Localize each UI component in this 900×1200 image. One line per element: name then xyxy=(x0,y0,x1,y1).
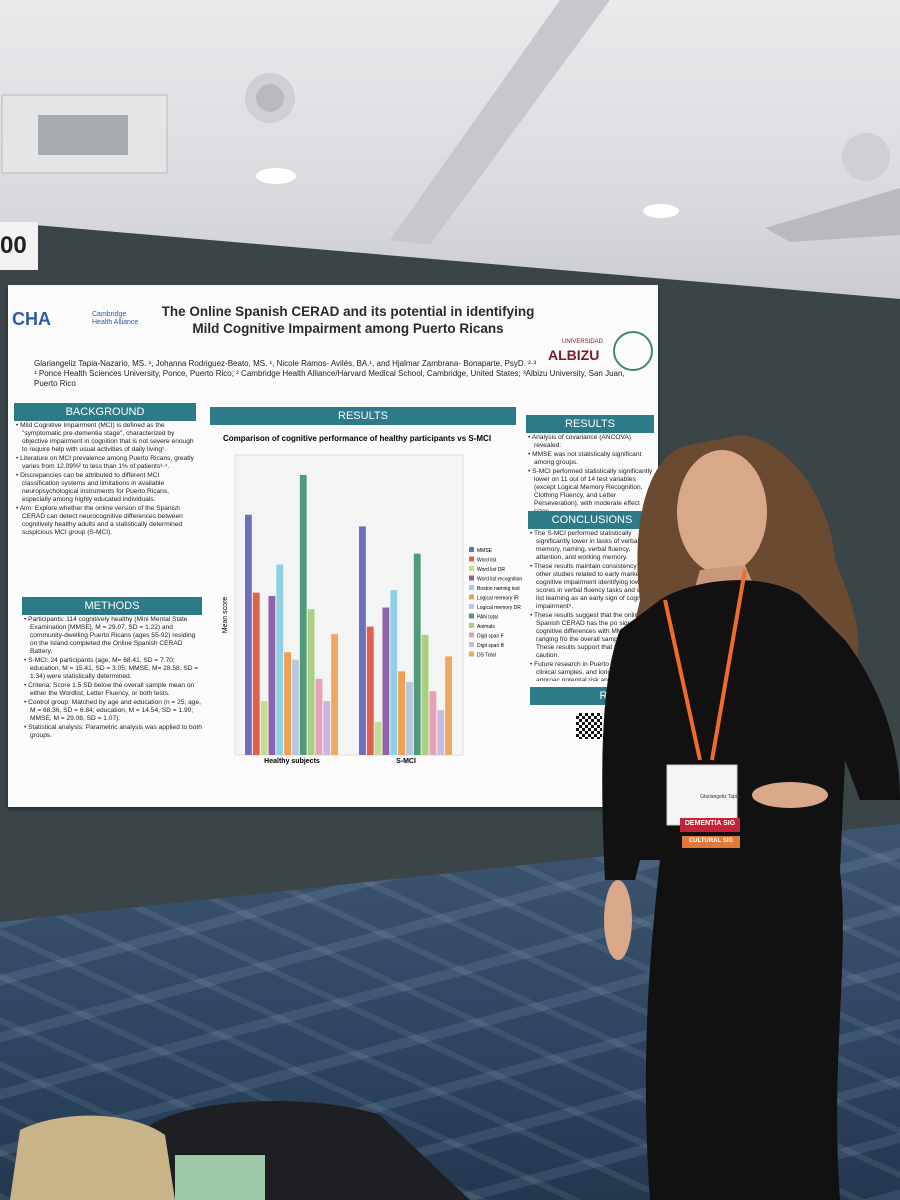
legend-label: Boston naming test xyxy=(477,586,520,592)
bullet-item: These results suggest that the online th… xyxy=(534,612,656,660)
bar xyxy=(374,721,382,755)
legend-label: Logical memory IR xyxy=(477,596,519,602)
bar xyxy=(366,626,374,755)
section-heading: RESULTS xyxy=(526,415,654,433)
bar xyxy=(245,514,252,755)
bar xyxy=(323,701,331,755)
section-heading: RESULTS xyxy=(210,407,516,425)
logo-right-overline: UNIVERSIDAD xyxy=(562,339,604,345)
ceiling-fixtures xyxy=(1,0,900,245)
chart-title: Comparison of cognitive performance of h… xyxy=(223,434,491,443)
qr-code xyxy=(576,713,602,739)
legend-swatch xyxy=(469,594,474,600)
authors-line: Glariangeliz Tapia-Nazario, MS. ¹, Johan… xyxy=(34,359,537,368)
badge-tag: DEMENTIA SIG xyxy=(684,820,736,827)
legend-swatch xyxy=(469,604,474,609)
bar xyxy=(429,691,437,755)
bar xyxy=(307,609,315,755)
legend-swatch xyxy=(469,547,474,552)
legend-label: Word list recognition xyxy=(477,577,522,583)
bar xyxy=(315,678,323,755)
legend-swatch xyxy=(469,632,474,638)
bar xyxy=(284,652,291,755)
legend-swatch xyxy=(469,556,474,562)
university-seal xyxy=(613,331,653,371)
section-heading: BACKGROUND xyxy=(14,403,196,421)
legend-swatch xyxy=(469,651,474,657)
authors: Glariangeliz Tapia-Nazario, MS. ¹, Johan… xyxy=(34,359,634,389)
x-tick-label: Healthy subjects xyxy=(264,758,320,765)
bar xyxy=(413,553,421,755)
logo-left: CHA xyxy=(12,309,51,329)
badge-tag: CULTURAL SIG xyxy=(688,838,734,844)
bar xyxy=(331,634,338,755)
legend-label: Logical memory DR xyxy=(477,605,521,611)
legend-label: Animals xyxy=(477,624,495,630)
bullet-item: Statistical analysis: Parametric analysi… xyxy=(28,724,202,740)
legend-label: Word list xyxy=(477,558,497,564)
legend-swatch xyxy=(469,613,474,619)
foreground-bags xyxy=(10,1101,470,1200)
bar xyxy=(268,595,276,755)
bar xyxy=(398,671,405,755)
bullet-item: Future research in Puerto R confirmed cl… xyxy=(534,661,656,681)
legend-label: Digit span B xyxy=(477,643,505,649)
bar xyxy=(406,682,413,755)
badge-name: Glariangeliz Tapia xyxy=(700,794,740,800)
bullet-list: Mild Cognitive Impairment (MCI) is defin… xyxy=(14,422,196,537)
bullet-item: Analysis of covariance (ANCOVA) revealed… xyxy=(532,434,654,450)
conclusions-section: CONCLUSIONS The S-MCI performed statisti… xyxy=(528,511,656,681)
presenter xyxy=(602,435,900,1200)
bar xyxy=(292,659,299,755)
logo-left-subtitle: Cambridge Health Alliance xyxy=(92,311,139,326)
bar xyxy=(359,526,366,755)
bullet-item: Participants: 114 cognitively healthy (M… xyxy=(28,616,202,656)
bar xyxy=(390,590,398,755)
legend-swatch xyxy=(469,642,474,647)
bar xyxy=(276,564,284,755)
poster-title: The Online Spanish CERAD and its potenti… xyxy=(161,304,535,336)
booth-sign: 00 xyxy=(0,222,38,270)
logo-right: ALBIZU xyxy=(548,347,600,363)
legend-swatch xyxy=(469,566,474,571)
legend-label: MMSE xyxy=(477,548,493,554)
bar xyxy=(299,475,307,755)
bar xyxy=(252,592,260,755)
chart: Comparison of cognitive performance of h… xyxy=(222,434,522,765)
bar xyxy=(421,634,429,755)
y-axis-label: Mean score xyxy=(222,597,229,634)
legend-swatch xyxy=(469,585,474,590)
legend-swatch xyxy=(469,575,474,581)
bullet-list: Participants: 114 cognitively healthy (M… xyxy=(22,616,202,740)
background-section: BACKGROUND Mild Cognitive Impairment (MC… xyxy=(14,403,196,538)
legend-swatch xyxy=(469,623,474,628)
bullet-item: Control group: Matched by age and educat… xyxy=(28,699,202,723)
bullet-item: S-MCI: 24 participants (age, M= 68.41, S… xyxy=(28,657,202,681)
bar xyxy=(382,607,390,755)
legend-label: PAN total xyxy=(477,615,498,621)
bullet-item: Discrepancies can be attributed to diffe… xyxy=(20,472,196,504)
bullet-item: Criteria: Score 1.5 SD below the overall… xyxy=(28,682,202,698)
section-heading: CONCLUSIONS xyxy=(528,511,656,529)
bar xyxy=(260,701,268,755)
bullet-item: Literature on MCI prevalence among Puert… xyxy=(20,455,196,471)
poster: CHA Cambridge Health Alliance The Online… xyxy=(8,285,658,807)
bullet-item: MMSE was not statistically significant a… xyxy=(532,451,654,467)
methods-section: METHODS Participants: 114 cognitively he… xyxy=(22,597,202,741)
x-tick-label: S-MCI xyxy=(396,758,416,765)
legend-label: Word list DR xyxy=(477,567,505,573)
section-heading: METHODS xyxy=(22,597,202,615)
bar xyxy=(445,656,452,755)
bullet-item: These results maintain consistency with … xyxy=(534,563,656,611)
bullet-item: Mild Cognitive Impairment (MCI) is defin… xyxy=(20,422,196,454)
legend-label: DS Total xyxy=(477,653,496,659)
affiliations: ¹ Ponce Health Sciences University, Ponc… xyxy=(34,369,625,388)
bullet-item: The S-MCI performed statistically signif… xyxy=(534,530,656,562)
bullet-list: The S-MCI performed statistically signif… xyxy=(528,530,656,681)
bullet-item: Aim: Explore whether the online version … xyxy=(20,505,196,537)
bar xyxy=(437,710,445,755)
legend-label: Digit span F xyxy=(477,634,504,640)
